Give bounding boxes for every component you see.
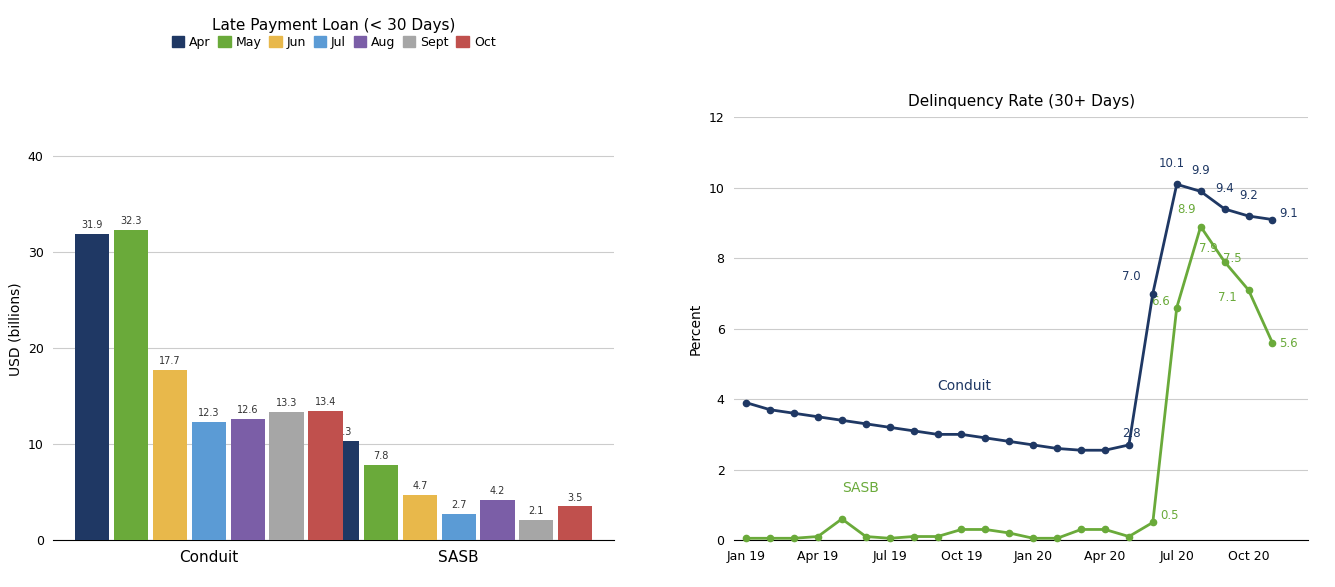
Text: 12.6: 12.6 bbox=[236, 405, 259, 415]
Bar bbox=[308, 411, 343, 540]
Title: Delinquency Rate (30+ Days): Delinquency Rate (30+ Days) bbox=[908, 95, 1135, 109]
Text: 31.9: 31.9 bbox=[81, 220, 103, 230]
Text: 4.7: 4.7 bbox=[413, 481, 427, 491]
Bar bbox=[442, 514, 475, 540]
Text: 9.9: 9.9 bbox=[1191, 164, 1210, 177]
Bar bbox=[113, 230, 148, 540]
Bar bbox=[75, 234, 109, 540]
Text: SASB: SASB bbox=[842, 481, 878, 495]
Text: 9.2: 9.2 bbox=[1239, 189, 1258, 202]
Y-axis label: Percent: Percent bbox=[689, 302, 704, 355]
Text: 6.6: 6.6 bbox=[1151, 295, 1169, 308]
Text: 10.3: 10.3 bbox=[331, 427, 352, 437]
Text: 7.1: 7.1 bbox=[1218, 291, 1236, 304]
Text: 7.8: 7.8 bbox=[374, 451, 388, 461]
Bar bbox=[231, 419, 264, 540]
Text: 3.5: 3.5 bbox=[567, 492, 583, 502]
Text: 2.7: 2.7 bbox=[451, 500, 466, 510]
Text: 7.9: 7.9 bbox=[1199, 242, 1218, 255]
Text: 0.5: 0.5 bbox=[1160, 510, 1179, 522]
Text: 7.0: 7.0 bbox=[1123, 270, 1141, 283]
Text: 8.9: 8.9 bbox=[1177, 203, 1196, 216]
Text: 32.3: 32.3 bbox=[120, 216, 142, 226]
Bar bbox=[558, 507, 593, 540]
Text: 2.8: 2.8 bbox=[1123, 427, 1141, 440]
Text: 10.1: 10.1 bbox=[1159, 157, 1185, 170]
Text: Late Payment Loan (< 30 Days): Late Payment Loan (< 30 Days) bbox=[212, 18, 455, 33]
Bar bbox=[154, 370, 187, 540]
Bar bbox=[270, 412, 303, 540]
Bar bbox=[481, 500, 514, 540]
Bar bbox=[192, 422, 226, 540]
Text: 2.1: 2.1 bbox=[529, 506, 545, 516]
Legend: Apr, May, Jun, Jul, Aug, Sept, Oct: Apr, May, Jun, Jul, Aug, Sept, Oct bbox=[167, 31, 501, 53]
Text: 13.3: 13.3 bbox=[276, 399, 298, 409]
Text: 4.2: 4.2 bbox=[490, 486, 505, 496]
Text: 5.6: 5.6 bbox=[1279, 337, 1298, 350]
Bar bbox=[403, 495, 437, 540]
Bar bbox=[324, 441, 359, 540]
Text: 7.5: 7.5 bbox=[1223, 252, 1242, 265]
Y-axis label: USD (billions): USD (billions) bbox=[8, 282, 23, 376]
Text: 9.1: 9.1 bbox=[1279, 207, 1299, 220]
Text: 13.4: 13.4 bbox=[315, 397, 336, 407]
Bar bbox=[364, 465, 398, 540]
Bar bbox=[519, 520, 554, 540]
Text: Conduit: Conduit bbox=[937, 379, 992, 393]
Text: 12.3: 12.3 bbox=[198, 408, 219, 418]
Text: 9.4: 9.4 bbox=[1215, 182, 1234, 195]
Text: 17.7: 17.7 bbox=[159, 356, 180, 366]
